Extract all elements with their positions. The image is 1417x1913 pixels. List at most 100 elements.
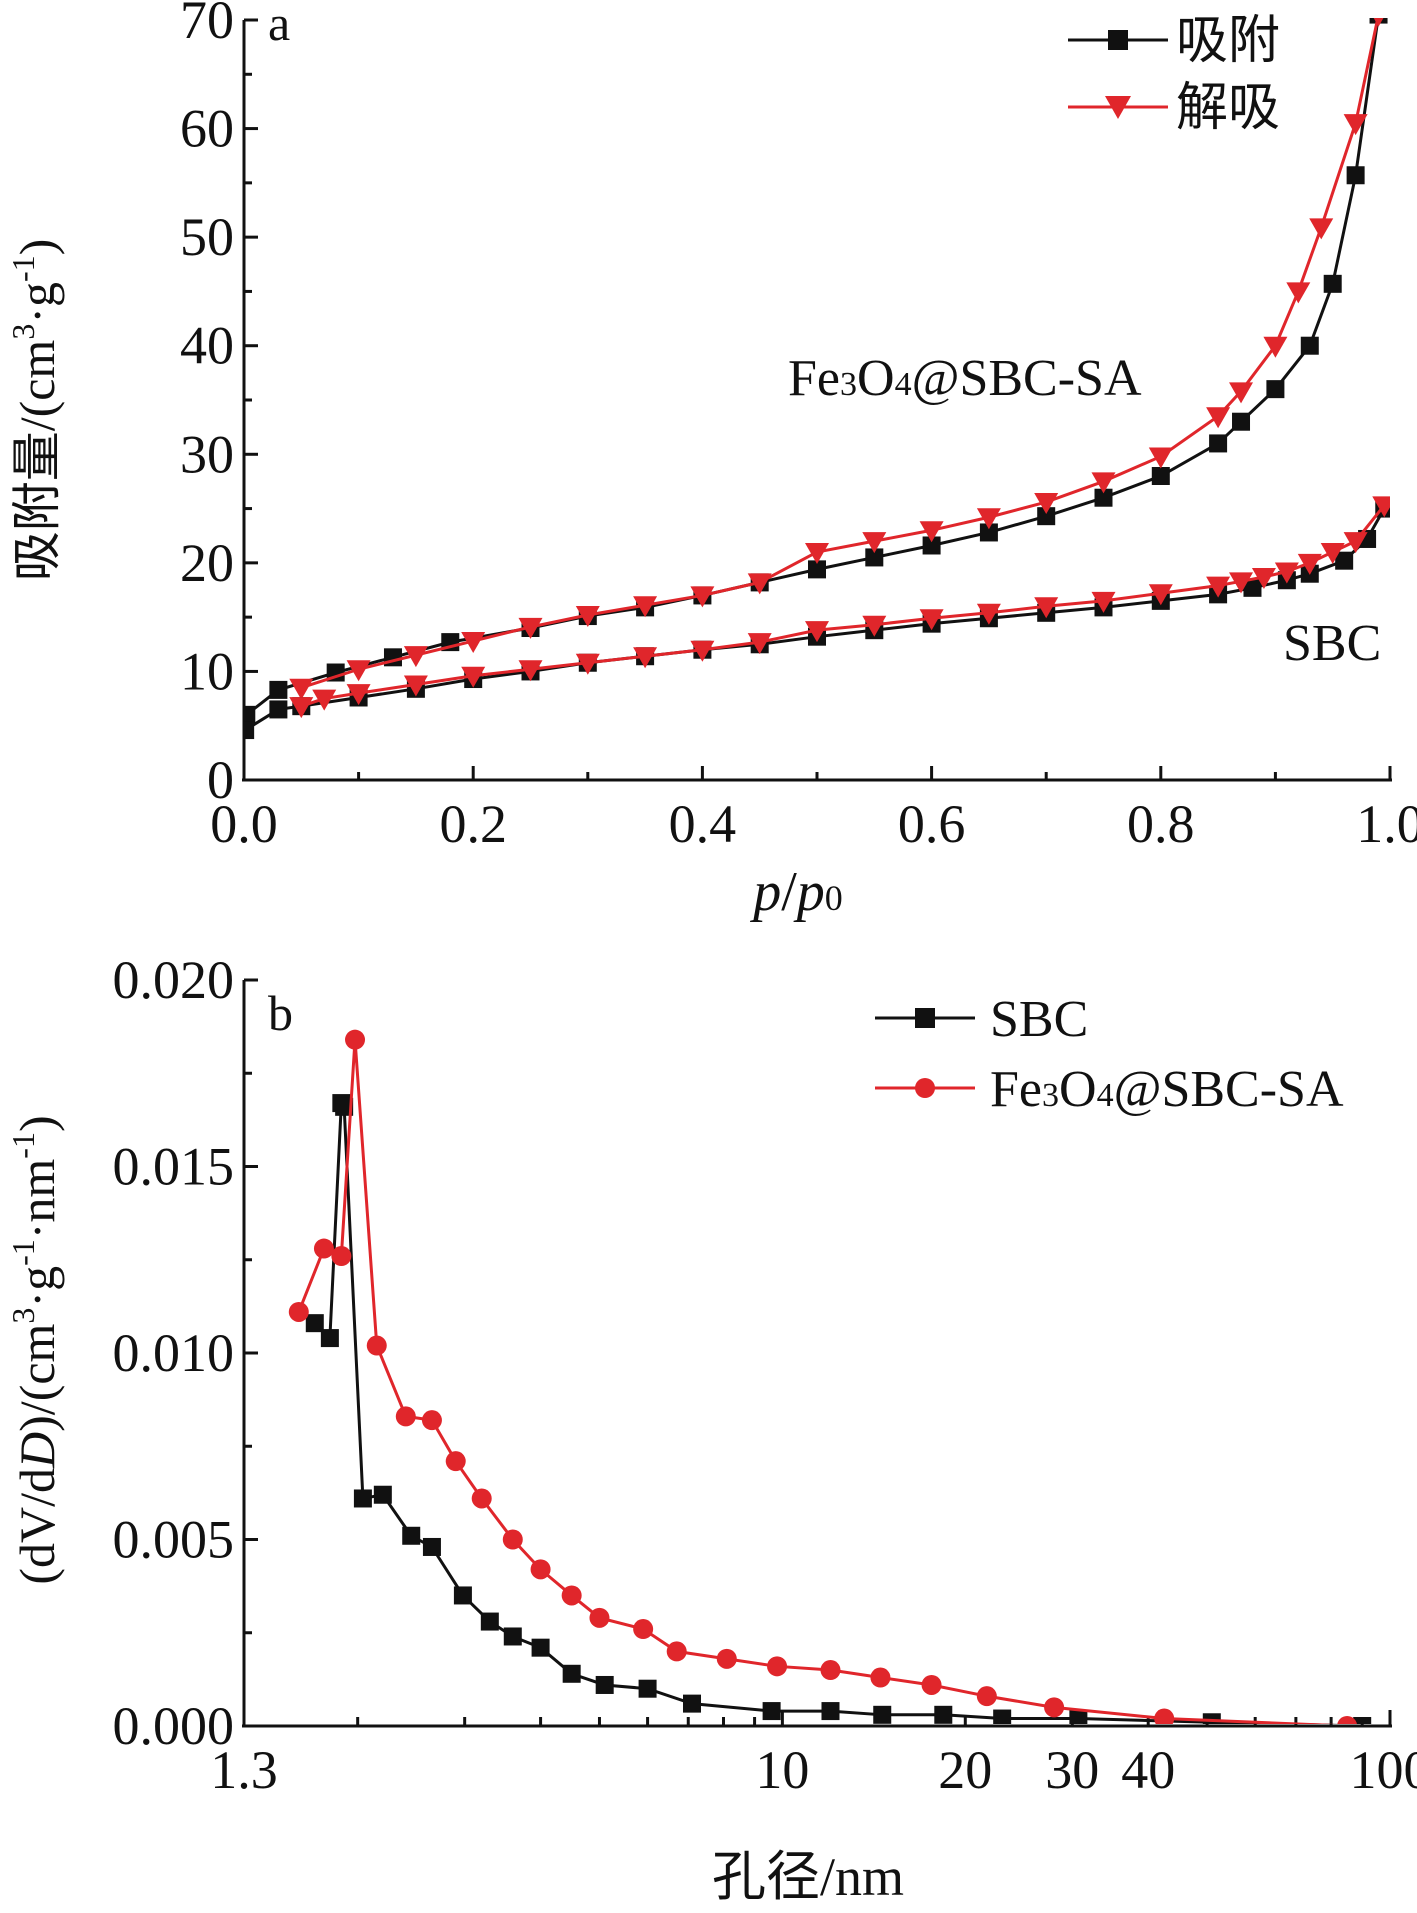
data-point bbox=[471, 1488, 492, 1509]
x-tick-label: 0.2 bbox=[439, 794, 507, 854]
y-tick-label: 0.015 bbox=[113, 1137, 235, 1197]
data-point bbox=[518, 660, 543, 682]
data-point bbox=[269, 680, 288, 699]
data-point bbox=[1320, 543, 1345, 564]
chart-a-legend: 吸附 解吸 bbox=[1068, 13, 1280, 137]
data-point bbox=[1148, 447, 1173, 469]
data-point bbox=[1069, 1709, 1088, 1724]
data-point bbox=[716, 1648, 737, 1669]
data-point bbox=[1372, 496, 1390, 518]
data-point bbox=[518, 617, 543, 639]
y-tick-label: 50 bbox=[180, 207, 234, 267]
x-tick-label: 10 bbox=[755, 1740, 809, 1800]
data-point bbox=[1034, 597, 1059, 619]
data-point bbox=[1335, 551, 1354, 570]
y-tick-label: 70 bbox=[180, 0, 234, 50]
data-point bbox=[422, 1537, 441, 1556]
data-point bbox=[747, 633, 772, 655]
data-point bbox=[1206, 407, 1231, 429]
data-point bbox=[1243, 578, 1262, 597]
data-point bbox=[1373, 18, 1384, 27]
chart-b-ticks: 1.3 10 20 30 40 100 0.000 0.005 0.010 0.015 0.020 bbox=[113, 950, 1417, 1800]
data-point bbox=[366, 1335, 387, 1356]
data-point bbox=[862, 615, 887, 637]
data-point bbox=[531, 1638, 550, 1657]
data-point bbox=[331, 1246, 352, 1267]
x-tick-label: 0.6 bbox=[898, 794, 966, 854]
chart-a-series bbox=[244, 18, 1390, 740]
legend-b-marker-sbc bbox=[915, 1008, 935, 1028]
y-tick-label: 0.020 bbox=[113, 950, 235, 1010]
data-point bbox=[562, 1664, 581, 1683]
legend-a-marker-adsorption bbox=[1108, 30, 1128, 50]
data-point bbox=[808, 560, 826, 579]
data-point bbox=[346, 684, 371, 706]
x-tick-label: 0.8 bbox=[1127, 794, 1195, 854]
y-tick-label: 0.005 bbox=[113, 1510, 235, 1570]
data-point bbox=[1343, 114, 1368, 136]
data-point bbox=[503, 1627, 522, 1646]
x-tick-label: 100 bbox=[1350, 1740, 1417, 1800]
data-point bbox=[595, 1675, 614, 1694]
data-point bbox=[1044, 1697, 1065, 1718]
chart-b-panel-label: b bbox=[268, 985, 293, 1041]
data-point bbox=[345, 1029, 366, 1050]
data-point bbox=[762, 1702, 781, 1721]
data-point bbox=[1343, 532, 1368, 554]
data-point bbox=[269, 700, 288, 719]
chart-b: 1.3 10 20 30 40 1000.0000.0050.0100.0150.020 … bbox=[5, 950, 1417, 1907]
chart-a: 0.0 0.2 0.4 0.6 0.8 1.0 0 10 20 30 40 50 60 70 a 吸附 解… bbox=[5, 0, 1417, 923]
data-point bbox=[1266, 380, 1285, 399]
chart-a-ticks: 0.0 0.2 0.4 0.6 0.8 1.0 0 10 20 30 40 50 60 70 bbox=[180, 0, 1417, 854]
data-point bbox=[575, 605, 600, 627]
data-point bbox=[805, 621, 829, 643]
data-point bbox=[1229, 382, 1254, 404]
x-tick-label: 30 bbox=[1045, 1740, 1099, 1800]
x-tick-label: 1.3 bbox=[210, 1740, 278, 1800]
data-point bbox=[289, 697, 314, 719]
data-point bbox=[865, 548, 884, 567]
y-tick-label: 10 bbox=[180, 641, 234, 701]
data-point bbox=[1232, 412, 1251, 431]
data-point bbox=[1091, 591, 1116, 613]
data-point bbox=[747, 573, 772, 595]
data-point bbox=[1091, 472, 1116, 494]
chart-a-panel-label: a bbox=[268, 0, 290, 51]
y-tick-label: 30 bbox=[180, 424, 234, 484]
data-point bbox=[976, 508, 1001, 530]
data-point bbox=[1346, 166, 1365, 185]
data-point bbox=[1094, 488, 1113, 507]
data-point bbox=[561, 1585, 582, 1606]
y-tick-label: 0.010 bbox=[113, 1323, 235, 1383]
chart-a-y-label: 吸附量/(cm3·g-1) bbox=[5, 239, 65, 582]
data-point bbox=[502, 1529, 523, 1550]
data-point bbox=[1353, 1717, 1372, 1724]
legend-a-label-adsorption: 吸附 bbox=[1176, 13, 1280, 70]
data-point bbox=[979, 523, 998, 542]
data-point bbox=[922, 536, 941, 555]
data-point bbox=[288, 1301, 309, 1322]
series-line-0 bbox=[313, 1098, 1343, 1724]
data-point bbox=[638, 1679, 657, 1698]
chart-b-y-label: (dV/dD)/(cm3·g-1·nm-1) bbox=[5, 1115, 65, 1584]
data-point bbox=[919, 609, 944, 631]
data-point bbox=[633, 596, 658, 618]
data-point bbox=[820, 1660, 841, 1681]
data-point bbox=[402, 1526, 421, 1545]
y-tick-label: 20 bbox=[180, 533, 234, 593]
data-point bbox=[305, 1314, 324, 1333]
legend-b-marker-fe3o4 bbox=[915, 1078, 935, 1098]
legend-b-label-fe3o4: Fe3O4@SBC-SA bbox=[990, 1061, 1344, 1118]
data-point bbox=[690, 640, 715, 662]
data-point bbox=[575, 653, 600, 675]
x-tick-label: 0.0 bbox=[210, 794, 278, 854]
chart-a-x-label: p/p0 bbox=[749, 861, 843, 923]
data-point bbox=[480, 1612, 499, 1631]
data-point bbox=[1263, 336, 1288, 358]
data-point bbox=[403, 646, 428, 668]
y-tick-label: 0.000 bbox=[113, 1696, 235, 1756]
chart-b-x-label: 孔径/nm bbox=[712, 1847, 904, 1907]
data-point bbox=[312, 689, 337, 711]
data-point bbox=[633, 1619, 654, 1640]
